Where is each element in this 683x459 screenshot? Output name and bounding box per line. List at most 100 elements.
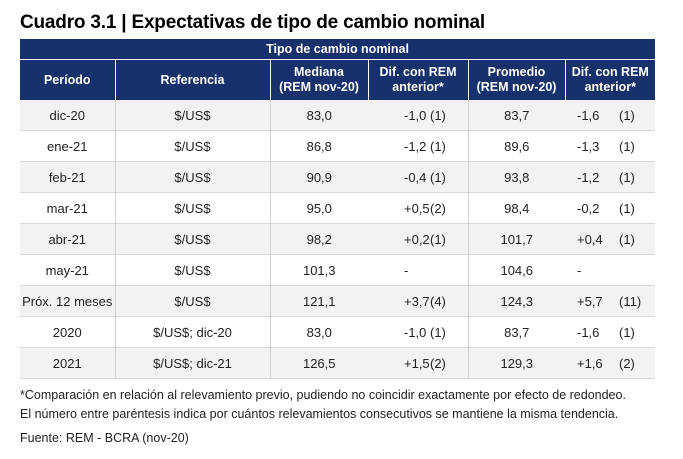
col-dif-mediana: Dif. con REM anterior*	[367, 59, 468, 100]
col-mediana-line2: (REM nov-20)	[279, 80, 359, 94]
cell-dif-med: +1,5	[368, 347, 430, 379]
table-row: may-21 $/US$ 101,3-104,6-	[20, 254, 656, 286]
cell-cnt-prom: (2)	[617, 347, 656, 379]
cell-dif-prom: +5,7	[565, 285, 617, 317]
cell-referencia: $/US$	[114, 192, 270, 224]
cell-mediana: 101,3	[269, 254, 368, 286]
cell-cnt-med: (1)	[428, 130, 468, 162]
cell-cnt-med: (1)	[428, 100, 468, 131]
col-mediana: Mediana (REM nov-20)	[269, 59, 368, 100]
cell-referencia: $/US$	[114, 254, 270, 286]
cell-referencia: $/US$; dic-20	[114, 316, 270, 348]
cell-cnt-prom: (1)	[617, 192, 656, 224]
cell-dif-prom: +1,6	[565, 347, 617, 379]
cell-referencia: $/US$	[114, 223, 270, 255]
cell-mediana: 121,1	[269, 285, 368, 317]
cell-mediana: 83,0	[269, 100, 368, 131]
cell-dif-med: -	[368, 254, 428, 286]
cell-cnt-prom: (1)	[617, 316, 656, 348]
cell-promedio: 89,6	[467, 130, 565, 162]
group-header-row: Tipo de cambio nominal	[20, 39, 656, 60]
cell-cnt-med: (1)	[428, 223, 468, 255]
exchange-rate-table: Tipo de cambio nominal Período Referenci…	[20, 39, 656, 379]
cell-dif-med: +3,7	[368, 285, 430, 317]
col-mediana-line1: Mediana	[293, 65, 344, 79]
col-promedio-line1: Promedio	[487, 65, 546, 79]
cell-promedio: 104,6	[467, 254, 565, 286]
table-row: mar-21 $/US$ 95,0 +0,5 (2) 98,4 -0,2 (1)	[20, 192, 656, 224]
cell-periodo: may-21	[20, 254, 115, 286]
cell-mediana: 86,8	[269, 130, 368, 162]
cell-dif-med: -1,0	[368, 316, 428, 348]
cell-cnt-med	[428, 254, 468, 286]
cell-cnt-prom: (1)	[617, 100, 656, 131]
col-dif-promedio-line2: anterior*	[584, 80, 636, 94]
cell-cnt-prom: (1)	[617, 130, 656, 162]
cell-cnt-prom: (1)	[617, 161, 656, 193]
col-referencia: Referencia	[114, 59, 270, 100]
table-row: dic-20 $/US$ 83,0 -1,0 (1) 83,7 -1,6 (1)	[20, 100, 656, 131]
cell-dif-med: +0,5	[368, 192, 430, 224]
table-row: ene-21 $/US$ 86,8 -1,2 (1) 89,6 -1,3 (1)	[20, 130, 656, 162]
table-row: Próx. 12 meses $/US$ 121,1 +3,7 (4) 124,3 +5,7…	[20, 285, 656, 317]
cell-dif-prom: -0,2	[565, 192, 617, 224]
cell-referencia: $/US$	[114, 100, 270, 131]
cell-mediana: 90,9	[269, 161, 368, 193]
cell-promedio: 98,4	[467, 192, 565, 224]
cell-periodo: abr-21	[20, 223, 115, 255]
col-dif-promedio-line1: Dif. con REM	[571, 65, 649, 79]
cell-cnt-prom: (1)	[617, 223, 656, 255]
table-row: 2021 $/US$; dic-21 126,5 +1,5 (2) 129,3 +1,6 (2…	[20, 347, 656, 379]
cell-periodo: mar-21	[20, 192, 115, 224]
cell-promedio: 83,7	[467, 100, 565, 131]
cell-periodo: 2021	[20, 347, 115, 379]
cell-dif-med: +0,2	[368, 223, 430, 255]
cell-dif-prom: -1,6	[565, 100, 617, 131]
cell-periodo: feb-21	[20, 161, 115, 193]
col-dif-promedio: Dif. con REM anterior*	[564, 59, 656, 100]
table-row: 2020 $/US$; dic-20 83,0 -1,0 (1) 83,7 -1,6 (1)	[20, 316, 656, 348]
cell-promedio: 101,7	[467, 223, 565, 255]
cell-cnt-med: (1)	[428, 316, 468, 348]
cell-cnt-prom: (11)	[617, 285, 656, 317]
cell-mediana: 98,2	[269, 223, 368, 255]
page-title: Cuadro 3.1 | Expectativas de tipo de cam…	[20, 12, 485, 33]
footnotes: *Comparación en relación al relevamiento…	[20, 386, 626, 424]
cell-referencia: $/US$; dic-21	[114, 347, 270, 379]
cell-periodo: 2020	[20, 316, 115, 348]
cell-cnt-prom	[617, 254, 656, 286]
cell-dif-prom: +0,4	[565, 223, 617, 255]
cell-dif-prom: -1,3	[565, 130, 617, 162]
cell-dif-med: -1,2	[368, 130, 428, 162]
cell-cnt-med: (2)	[428, 192, 468, 224]
cell-dif-prom: -1,6	[565, 316, 617, 348]
cell-dif-med: -1,0	[368, 100, 428, 131]
group-header: Tipo de cambio nominal	[20, 39, 656, 60]
cell-promedio: 129,3	[467, 347, 565, 379]
cell-promedio: 124,3	[467, 285, 565, 317]
col-periodo: Período	[20, 59, 115, 100]
cell-cnt-med: (2)	[428, 347, 468, 379]
cell-mediana: 95,0	[269, 192, 368, 224]
cell-referencia: $/US$	[114, 130, 270, 162]
table-row: feb-21 $/US$ 90,9 -0,4 (1) 93,8 -1,2 (1)	[20, 161, 656, 193]
cell-mediana: 83,0	[269, 316, 368, 348]
cell-promedio: 93,8	[467, 161, 565, 193]
source-note: Fuente: REM - BCRA (nov-20)	[20, 431, 189, 445]
col-promedio: Promedio (REM nov-20)	[467, 59, 565, 100]
footnote-line-1: *Comparación en relación al relevamiento…	[20, 388, 626, 402]
col-dif-mediana-line2: anterior*	[392, 80, 444, 94]
cell-periodo: ene-21	[20, 130, 115, 162]
cell-dif-med: -0,4	[368, 161, 428, 193]
cell-dif-prom: -	[565, 254, 617, 286]
cell-dif-prom: -1,2	[565, 161, 617, 193]
cell-referencia: $/US$	[114, 161, 270, 193]
footnote-line-2: El número entre paréntesis indica por cu…	[20, 407, 619, 421]
cell-periodo: dic-20	[20, 100, 115, 131]
cell-periodo: Próx. 12 meses	[20, 285, 115, 317]
column-header-row: Período Referencia Mediana (REM nov-20) …	[20, 59, 656, 100]
cell-mediana: 126,5	[269, 347, 368, 379]
cell-referencia: $/US$	[114, 285, 270, 317]
cell-cnt-med: (4)	[428, 285, 468, 317]
cell-cnt-med: (1)	[428, 161, 468, 193]
